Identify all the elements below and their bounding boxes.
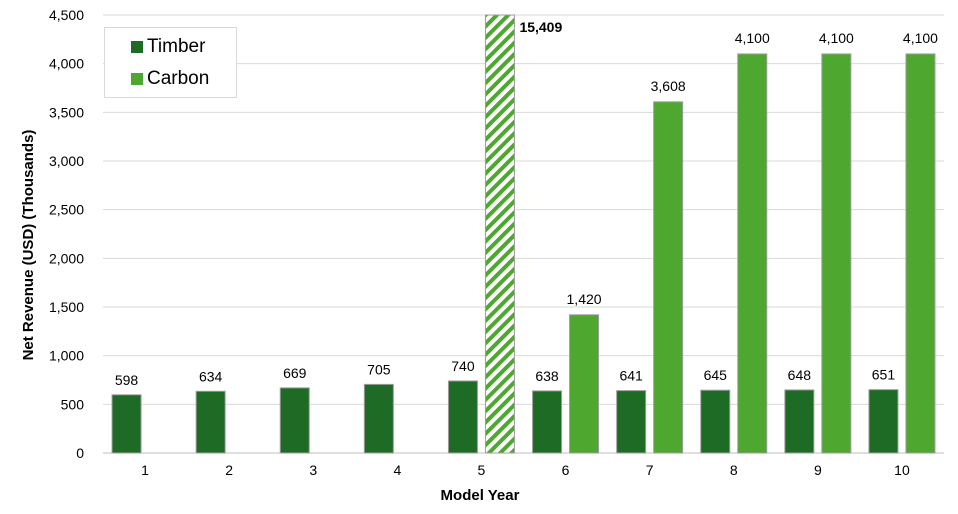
- legend-label-carbon: Carbon: [147, 68, 210, 89]
- data-label-carbon: 4,100: [735, 30, 770, 46]
- y-tick-label: 1,500: [49, 299, 84, 315]
- bar-timber: [784, 389, 815, 454]
- legend: Timber Carbon: [104, 27, 237, 98]
- data-label-carbon: 1,420: [567, 291, 602, 307]
- data-label-carbon: 4,100: [903, 30, 938, 46]
- y-tick-label: 1,000: [49, 348, 84, 364]
- y-tick-label: 3,500: [49, 104, 84, 120]
- bar-timber: [279, 387, 310, 454]
- y-tick-label: 2,500: [49, 202, 84, 218]
- y-tick-label: 2,000: [49, 250, 84, 266]
- data-label-timber: 648: [788, 367, 812, 383]
- x-axis-title: Model Year: [441, 487, 520, 504]
- bar-timber: [616, 390, 647, 454]
- legend-swatch-timber: [131, 41, 143, 53]
- bar-carbon: [821, 53, 852, 454]
- gridlines: [103, 14, 944, 454]
- bar-carbon: [569, 314, 600, 454]
- data-label-timber: 641: [619, 368, 643, 384]
- bar-carbon: [737, 53, 768, 454]
- x-tick-label: 9: [814, 462, 822, 478]
- y-tick-label: 3,000: [49, 153, 84, 169]
- bar-timber: [532, 390, 563, 454]
- bars: [111, 14, 936, 454]
- x-tick-label: 4: [393, 462, 401, 478]
- x-tick-label: 10: [894, 462, 910, 478]
- y-axis-ticks: 0 500 1,000 1,500 2,000 2,500 3,000 3,500 4,000 4…: [49, 7, 84, 461]
- y-tick-label: 500: [61, 396, 85, 412]
- x-tick-label: 5: [478, 462, 486, 478]
- bar-carbon: [653, 101, 684, 454]
- x-tick-label: 6: [562, 462, 570, 478]
- legend-label-timber: Timber: [147, 36, 206, 57]
- bar-timber: [111, 394, 142, 454]
- data-label-carbon: 3,608: [651, 78, 686, 94]
- bar-carbon-truncated: [484, 14, 515, 454]
- bar-timber: [363, 383, 394, 454]
- bar-timber: [868, 389, 899, 454]
- bar-timber: [447, 380, 478, 454]
- data-label-timber: 638: [535, 368, 559, 384]
- x-axis-ticks: 1 2 3 4 5 6 7 8 9 10: [141, 462, 910, 478]
- x-tick-label: 8: [730, 462, 738, 478]
- data-label-timber: 598: [115, 372, 139, 388]
- data-label-carbon: 15,409: [519, 19, 562, 35]
- x-tick-label: 1: [141, 462, 149, 478]
- x-tick-label: 2: [225, 462, 233, 478]
- data-label-timber: 669: [283, 365, 307, 381]
- y-tick-label: 4,500: [49, 7, 84, 23]
- data-labels: 598 634 669 705 740 15,409 638 1,420 641 3,608 645…: [115, 19, 938, 388]
- bar-carbon: [905, 53, 936, 454]
- y-tick-label: 0: [76, 445, 84, 461]
- data-label-carbon: 4,100: [819, 30, 854, 46]
- x-tick-label: 7: [646, 462, 654, 478]
- y-tick-label: 4,000: [49, 56, 84, 72]
- bar-timber: [700, 389, 731, 454]
- y-axis-title: Net Revenue (USD) (Thousands): [20, 130, 37, 361]
- bar-timber: [195, 390, 226, 454]
- legend-swatch-carbon: [131, 73, 143, 85]
- legend-item-timber: Timber: [131, 36, 205, 58]
- data-label-timber: 645: [704, 367, 728, 383]
- data-label-timber: 634: [199, 368, 223, 384]
- data-label-timber: 651: [872, 367, 896, 383]
- data-label-timber: 705: [367, 361, 391, 377]
- legend-item-carbon: Carbon: [131, 68, 209, 90]
- x-tick-label: 3: [309, 462, 317, 478]
- data-label-timber: 740: [451, 358, 475, 374]
